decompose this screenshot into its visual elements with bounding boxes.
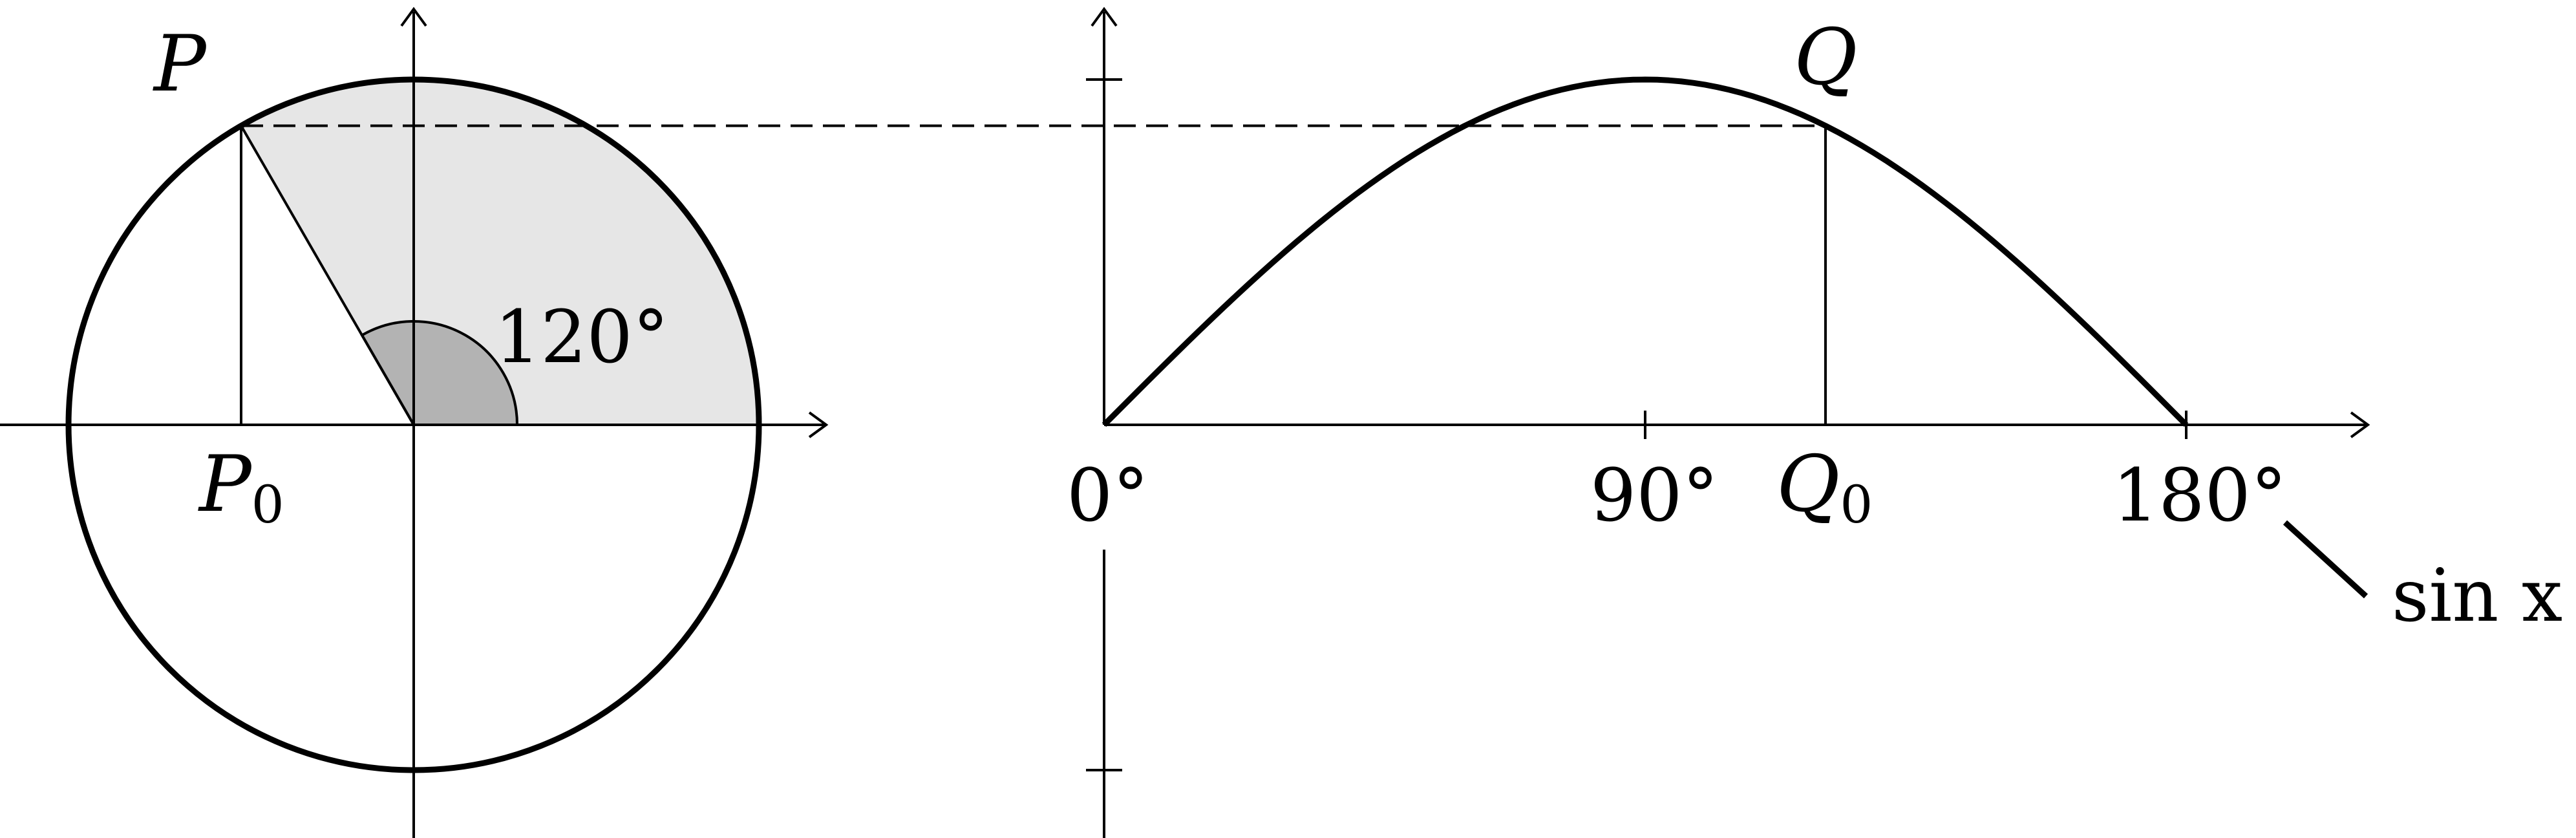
circle-y-axis-arrow <box>400 6 427 27</box>
label-q0-base: Q <box>1776 440 1840 530</box>
sine-y-axis-arrow <box>1091 6 1118 27</box>
label-angle: 120° <box>495 295 669 380</box>
label-q0-sub: 0 <box>1840 475 1873 535</box>
unit-circle-panel: P P0 120° <box>0 6 829 838</box>
circle-x-axis-arrow <box>808 411 829 438</box>
tick-label-0: 0° <box>1067 454 1149 538</box>
curve-continuation-stub <box>2283 520 2368 599</box>
curve-label-sinx: sin x <box>2392 554 2562 638</box>
sine-x-axis-arrow <box>2350 411 2370 438</box>
label-q: Q <box>1794 13 1857 103</box>
label-p0-sub: 0 <box>251 475 284 535</box>
angle-wedge <box>360 319 519 426</box>
tick-label-90: 90° <box>1590 454 1719 538</box>
label-p0: P0 <box>198 440 284 535</box>
sine-curve <box>1102 76 2189 427</box>
unit-circle <box>65 76 762 773</box>
label-p: P <box>153 19 208 109</box>
sine-graph-panel: Q Q0 0° 90° 180° sin x <box>1067 6 2562 838</box>
tick-label-180: 180° <box>2113 454 2287 538</box>
label-p0-base: P <box>198 440 253 530</box>
label-q0: Q0 <box>1776 440 1873 535</box>
radius-op <box>240 125 415 425</box>
